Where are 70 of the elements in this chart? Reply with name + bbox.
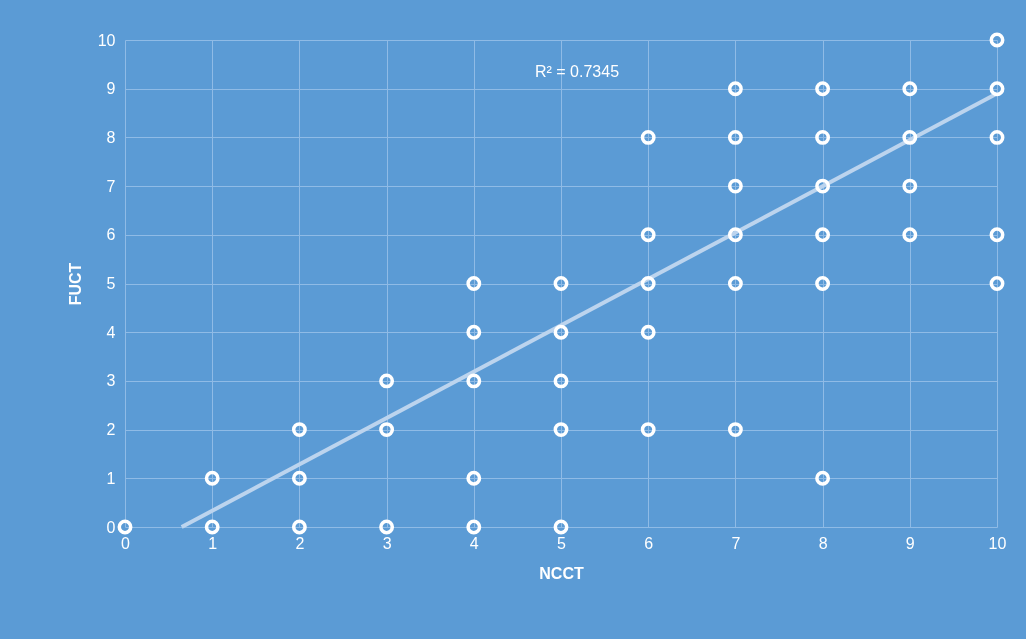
y-axis-title: FUCT [66, 262, 84, 306]
point [466, 470, 482, 486]
x-tick-label: 2 [295, 534, 305, 552]
x-tick-label: 8 [818, 534, 828, 552]
point [727, 129, 743, 145]
point [466, 373, 482, 389]
point [815, 227, 831, 243]
point [902, 129, 918, 145]
point [553, 422, 569, 438]
y-tick-label: 2 [106, 421, 116, 439]
y-tick-label: 4 [106, 323, 116, 341]
point [989, 32, 1005, 48]
x-tick-label: 1 [208, 534, 218, 552]
point [640, 227, 656, 243]
point [553, 276, 569, 291]
point [204, 519, 220, 535]
point [466, 276, 482, 291]
x-tick-label: 4 [469, 534, 479, 552]
x-tick-label: 5 [557, 534, 567, 552]
point [989, 129, 1005, 145]
y-tick-label: 5 [106, 275, 116, 292]
point [815, 470, 831, 486]
point [553, 519, 569, 535]
point [466, 324, 482, 340]
point [815, 129, 831, 145]
point [989, 276, 1005, 291]
point [815, 178, 831, 194]
point [640, 276, 656, 291]
point [727, 422, 743, 438]
point [291, 422, 307, 438]
y-tick-label: 1 [106, 469, 116, 487]
point [466, 519, 482, 535]
point [117, 519, 133, 535]
point [204, 470, 220, 486]
y-tick-label: 9 [106, 80, 116, 98]
y-tick-label: 6 [106, 226, 116, 244]
point [640, 422, 656, 438]
point [553, 373, 569, 389]
y-tick-label: 3 [106, 372, 116, 390]
x-axis-title: NCCT [539, 564, 584, 582]
point [640, 324, 656, 340]
point [291, 470, 307, 486]
point [727, 276, 743, 291]
point [902, 81, 918, 97]
point [727, 178, 743, 194]
x-tick-label: 10 [988, 534, 1007, 552]
x-tick-label: 6 [644, 534, 654, 552]
x-tick-label: 0 [121, 534, 131, 552]
point [989, 227, 1005, 243]
point [291, 519, 307, 535]
point [553, 324, 569, 340]
point [379, 519, 395, 535]
y-tick-label: 10 [97, 31, 116, 49]
y-tick-label: 0 [106, 518, 116, 536]
point [815, 276, 831, 291]
point [989, 81, 1005, 97]
x-tick-label: 3 [382, 534, 392, 552]
point [727, 81, 743, 97]
y-tick-label: 8 [106, 128, 116, 146]
y-tick-label: 7 [106, 177, 116, 195]
point [815, 81, 831, 97]
point [640, 129, 656, 145]
x-tick-label: 9 [905, 534, 915, 552]
point [379, 422, 395, 438]
x-tick-label: 7 [731, 534, 741, 552]
point [902, 227, 918, 243]
point [902, 178, 918, 194]
annotation: R² = 0.7345 [535, 63, 620, 80]
point [379, 373, 395, 389]
point [727, 227, 743, 243]
